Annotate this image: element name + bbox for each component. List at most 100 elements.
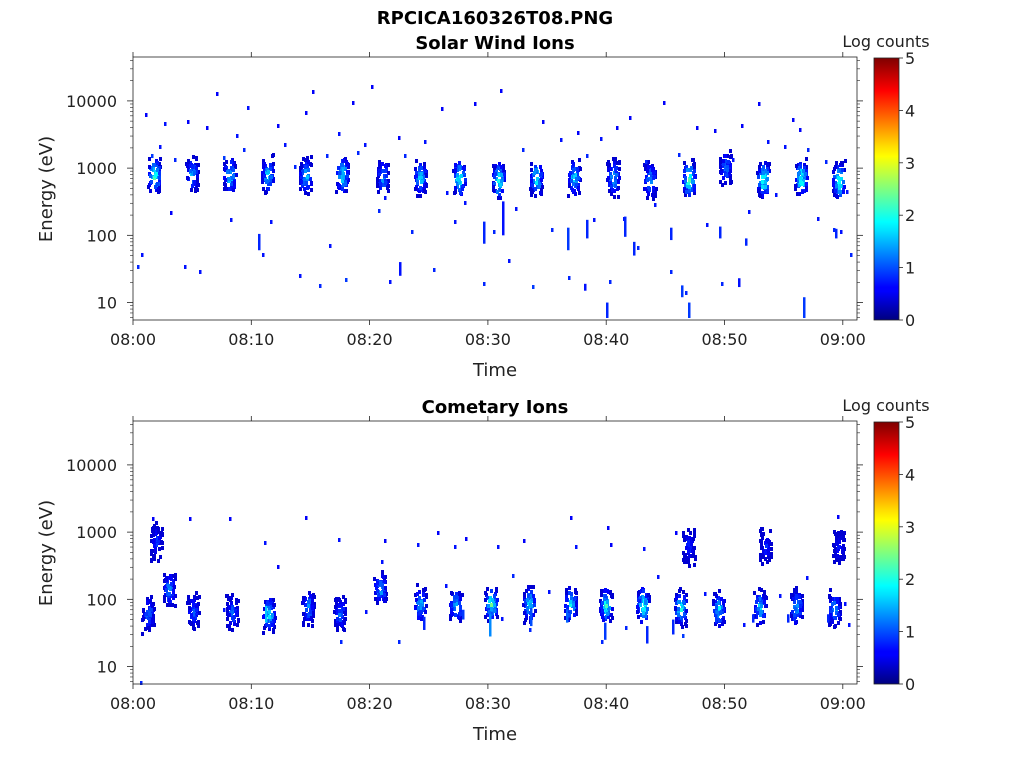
burst-cell (604, 588, 607, 592)
burst-cell (764, 551, 767, 555)
burst-cell (151, 604, 154, 608)
burst-cell (798, 595, 801, 599)
burst-cell (261, 171, 264, 175)
burst-cell (456, 168, 459, 172)
scatter-cell (657, 575, 660, 579)
burst-cell (148, 620, 151, 624)
burst-cell (189, 169, 192, 173)
burst-cell (223, 162, 226, 166)
scatter-cell (140, 681, 143, 685)
burst-cell (387, 189, 390, 193)
burst-cell (757, 175, 760, 179)
solar-wind-data (137, 85, 853, 318)
burst-cell (157, 190, 160, 194)
burst-cell (232, 168, 235, 172)
scatter-cell (551, 228, 554, 232)
burst-cell (693, 162, 696, 166)
column-streak (624, 216, 627, 237)
burst-cell (340, 175, 343, 179)
scatter-cell (398, 136, 401, 140)
burst-cell (759, 601, 762, 605)
burst-cell (683, 169, 686, 173)
burst-cell (378, 593, 381, 597)
burst-cell (190, 599, 193, 603)
burst-cell (459, 619, 462, 623)
burst-cell (237, 618, 240, 622)
burst-cell (191, 171, 194, 175)
burst-cell (529, 187, 532, 191)
burst-cell (688, 543, 691, 547)
burst-cell (346, 180, 349, 184)
burst-cell (341, 163, 344, 167)
burst-cell (196, 188, 199, 192)
burst-cell (725, 173, 728, 177)
burst-cell (688, 193, 691, 197)
burst-cell (342, 172, 345, 176)
burst-cell (303, 178, 306, 182)
burst-cell (142, 615, 145, 619)
burst-cell (762, 614, 765, 618)
scatter-cell (732, 158, 735, 162)
burst-cell (490, 612, 493, 616)
burst-cell (756, 611, 759, 615)
burst-cell (764, 185, 767, 189)
burst-cell (172, 596, 175, 600)
burst-cell (798, 171, 801, 175)
burst-cell (835, 539, 838, 543)
burst-cell (310, 155, 313, 159)
burst-cell (794, 607, 797, 611)
burst-cell (575, 600, 578, 604)
burst-cell (644, 614, 647, 618)
burst-cell (374, 583, 377, 587)
burst-cell (303, 187, 306, 191)
burst-cell (839, 536, 842, 540)
burst-cell (377, 190, 380, 194)
scatter-cell (312, 90, 315, 94)
burst-cell (174, 604, 177, 608)
burst-cell (233, 622, 236, 626)
column-streak (423, 616, 426, 630)
scatter-cell (848, 623, 851, 627)
burst-cell (716, 611, 719, 615)
x-tick-label: 08:00 (110, 694, 156, 713)
burst-cell (694, 555, 697, 559)
burst-cell (607, 615, 610, 619)
burst-cell (488, 610, 491, 614)
burst-cell (313, 605, 316, 609)
burst-cell (299, 187, 302, 191)
burst-cell (451, 612, 454, 616)
burst-cell (756, 171, 759, 175)
burst-cell (235, 612, 238, 616)
burst-cell (565, 598, 568, 602)
burst-cell (730, 154, 733, 158)
burst-cell (797, 180, 800, 184)
burst-cell (232, 174, 235, 178)
burst-cell (456, 599, 459, 603)
y-tick-label: 100 (86, 590, 117, 609)
burst-cell (684, 176, 687, 180)
burst-cell (675, 593, 678, 597)
burst-cell (691, 188, 694, 192)
burst-cell (609, 178, 612, 182)
burst-cell (158, 547, 161, 551)
burst-cell (195, 591, 198, 595)
burst-cell (712, 602, 715, 606)
scatter-cell (305, 111, 308, 115)
burst-cell (650, 180, 653, 184)
scatter-cell (792, 118, 795, 122)
burst-cell (423, 598, 426, 602)
burst-cell (461, 593, 464, 597)
burst-cell (614, 184, 617, 188)
scatter-cell (264, 541, 267, 545)
burst-cell (837, 621, 840, 625)
burst-cell (609, 167, 612, 171)
burst-cell (454, 163, 457, 167)
burst-cell (770, 554, 773, 558)
scatter-cell (345, 278, 348, 282)
burst-cell (309, 594, 312, 598)
burst-cell (530, 179, 533, 183)
column-streak (502, 201, 505, 236)
burst-cell (186, 601, 189, 605)
burst-cell (691, 549, 694, 553)
burst-cell (693, 191, 696, 195)
